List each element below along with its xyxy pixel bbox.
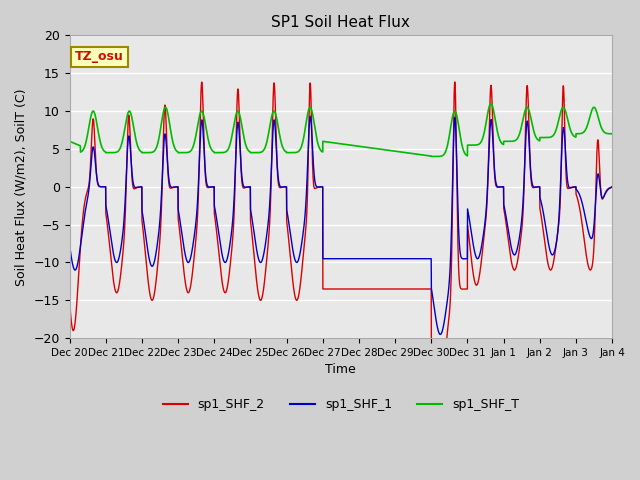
X-axis label: Time: Time bbox=[326, 363, 356, 376]
sp1_SHF_2 bbox=[127, 167, 135, 173]
sp1_SHF_2 bbox=[598, 195, 605, 201]
sp1_SHF_1 bbox=[160, 143, 168, 149]
sp1_SHF_T bbox=[540, 135, 547, 141]
sp1_SHF_1 bbox=[608, 184, 616, 190]
sp1_SHF_T bbox=[274, 121, 282, 127]
sp1_SHF_1 bbox=[274, 168, 282, 174]
sp1_SHF_2 bbox=[451, 79, 458, 85]
sp1_SHF_2 bbox=[274, 173, 282, 179]
sp1_SHF_1 bbox=[540, 210, 547, 216]
Line: sp1_SHF_1: sp1_SHF_1 bbox=[70, 116, 612, 335]
sp1_SHF_T bbox=[428, 154, 435, 159]
sp1_SHF_1 bbox=[307, 113, 314, 119]
sp1_SHF_T bbox=[160, 108, 168, 114]
sp1_SHF_T bbox=[127, 113, 135, 119]
Legend: sp1_SHF_2, sp1_SHF_1, sp1_SHF_T: sp1_SHF_2, sp1_SHF_1, sp1_SHF_T bbox=[157, 393, 524, 416]
sp1_SHF_1 bbox=[436, 332, 444, 337]
Title: SP1 Soil Heat Flux: SP1 Soil Heat Flux bbox=[271, 15, 410, 30]
sp1_SHF_1 bbox=[298, 244, 305, 250]
sp1_SHF_T bbox=[66, 138, 74, 144]
sp1_SHF_1 bbox=[66, 243, 74, 249]
sp1_SHF_T bbox=[487, 101, 495, 107]
sp1_SHF_2 bbox=[298, 274, 305, 280]
sp1_SHF_2 bbox=[435, 396, 442, 402]
Line: sp1_SHF_2: sp1_SHF_2 bbox=[70, 82, 612, 399]
Line: sp1_SHF_T: sp1_SHF_T bbox=[70, 104, 612, 156]
Text: TZ_osu: TZ_osu bbox=[75, 50, 124, 63]
sp1_SHF_T bbox=[598, 126, 605, 132]
sp1_SHF_2 bbox=[66, 299, 74, 305]
Y-axis label: Soil Heat Flux (W/m2), SoilT (C): Soil Heat Flux (W/m2), SoilT (C) bbox=[15, 88, 28, 286]
sp1_SHF_T bbox=[298, 144, 305, 150]
sp1_SHF_1 bbox=[598, 194, 605, 200]
sp1_SHF_2 bbox=[608, 184, 616, 190]
sp1_SHF_2 bbox=[540, 228, 547, 234]
sp1_SHF_T bbox=[608, 131, 616, 137]
sp1_SHF_1 bbox=[127, 163, 135, 169]
sp1_SHF_2 bbox=[160, 124, 168, 130]
